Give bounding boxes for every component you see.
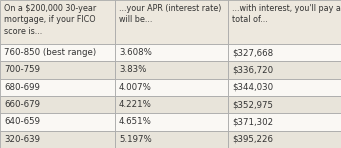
Text: 4.651%: 4.651% xyxy=(119,118,152,127)
Bar xyxy=(0,96,115,113)
Bar xyxy=(115,96,228,113)
Text: ...your APR (interest rate)
will be...: ...your APR (interest rate) will be... xyxy=(119,4,221,24)
Bar xyxy=(115,0,228,44)
Text: 4.007%: 4.007% xyxy=(119,83,152,92)
Bar xyxy=(115,131,228,148)
Bar xyxy=(115,61,228,79)
Text: 320-639: 320-639 xyxy=(4,135,40,144)
Text: On a $200,000 30-year
mortgage, if your FICO
score is...: On a $200,000 30-year mortgage, if your … xyxy=(4,4,96,36)
Text: 680-699: 680-699 xyxy=(4,83,40,92)
Bar xyxy=(228,44,341,61)
Bar xyxy=(115,44,228,61)
Bar xyxy=(115,113,228,131)
Bar xyxy=(228,79,341,96)
Text: 4.221%: 4.221% xyxy=(119,100,152,109)
Text: $352,975: $352,975 xyxy=(232,100,273,109)
Text: $344,030: $344,030 xyxy=(232,83,273,92)
Bar xyxy=(228,61,341,79)
Text: 700-759: 700-759 xyxy=(4,66,40,74)
Text: 3.83%: 3.83% xyxy=(119,66,146,74)
Bar xyxy=(0,61,115,79)
Bar xyxy=(115,79,228,96)
Bar xyxy=(0,0,115,44)
Text: 660-679: 660-679 xyxy=(4,100,40,109)
Bar xyxy=(0,131,115,148)
Bar xyxy=(228,131,341,148)
Bar xyxy=(228,0,341,44)
Bar xyxy=(228,113,341,131)
Text: 760-850 (best range): 760-850 (best range) xyxy=(4,48,96,57)
Bar xyxy=(0,44,115,61)
Bar xyxy=(0,113,115,131)
Text: 3.608%: 3.608% xyxy=(119,48,152,57)
Text: ...with interest, you'll pay a
total of...: ...with interest, you'll pay a total of.… xyxy=(232,4,341,24)
Text: $371,302: $371,302 xyxy=(232,118,273,127)
Bar xyxy=(228,96,341,113)
Text: $327,668: $327,668 xyxy=(232,48,273,57)
Bar xyxy=(0,79,115,96)
Text: 5.197%: 5.197% xyxy=(119,135,152,144)
Text: $395,226: $395,226 xyxy=(232,135,273,144)
Text: $336,720: $336,720 xyxy=(232,66,273,74)
Text: 640-659: 640-659 xyxy=(4,118,40,127)
